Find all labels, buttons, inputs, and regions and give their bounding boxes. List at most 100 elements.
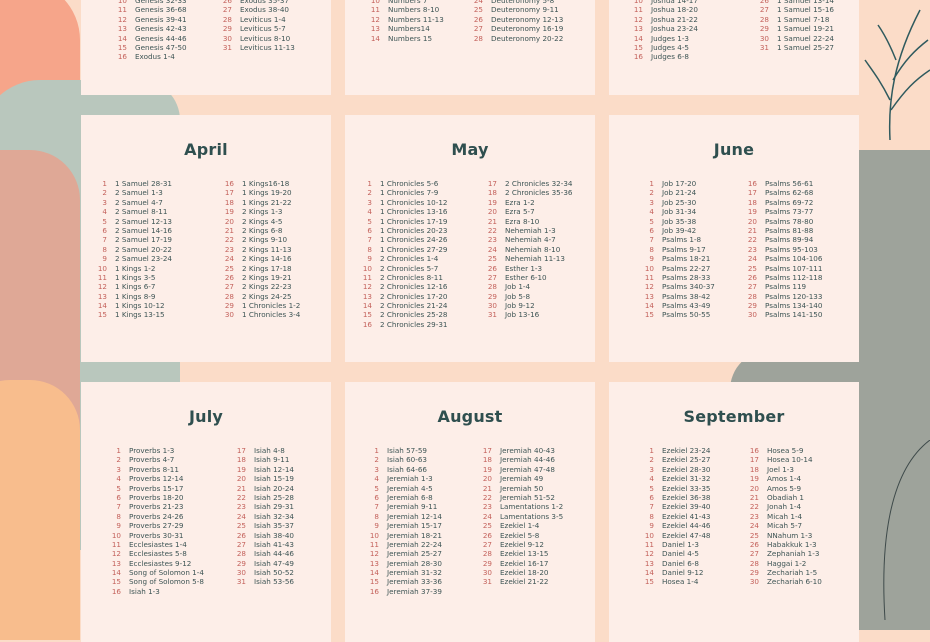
reading-entry: 28 Ezekiel 13-15	[483, 549, 563, 558]
day-number: 25	[482, 521, 492, 531]
reading-passage: Deuteronomy 9-11	[491, 5, 559, 15]
reading-passage: Psalms 9-17	[662, 244, 706, 254]
day-number: 20	[749, 483, 759, 493]
day-number: 29	[222, 24, 232, 34]
day-number: 15	[633, 42, 643, 52]
reading-entry: 10 1 Kings 1-2	[98, 264, 172, 273]
day-number: 10	[362, 263, 372, 273]
reading-passage: Genesis 44-46	[135, 33, 187, 43]
reading-passage: Isiah 53-56	[254, 577, 294, 587]
reading-entry: 28 Deuteronomy 20-22	[474, 34, 563, 43]
reading-passage: Jeremiah 12-14	[387, 511, 442, 521]
day-number: 30	[759, 33, 769, 43]
reading-passage: Amos 1-4	[767, 474, 802, 484]
reading-entry: 23 Lamentations 1-2	[483, 502, 563, 511]
day-number: 17	[224, 188, 234, 198]
day-number: 16	[117, 52, 127, 62]
day-number: 29	[747, 301, 757, 311]
reading-passage: 2 Chronicles 17-20	[380, 291, 448, 301]
reading-passage: Obadiah 1	[767, 492, 805, 502]
reading-column-left: 1 Ezekiel 23-24 2 Ezekiel 25-27 3 Ezekiel 28-…	[645, 446, 711, 587]
reading-entry: 27 Ezekiel 9-12	[483, 540, 563, 549]
reading-entry: 9 Ezekiel 44-46	[649, 521, 710, 530]
day-number: 24	[473, 0, 483, 5]
day-number: 5	[367, 216, 372, 226]
reading-entry: 24 Nehemiah 8-10	[488, 245, 572, 254]
day-number: 18	[482, 455, 492, 465]
leaf-branch-icon	[864, 9, 930, 141]
day-number: 30	[482, 568, 492, 578]
reading-entry: 16 Hosea 5-9	[750, 446, 822, 455]
reading-entry: 17 Isiah 4-8	[237, 446, 294, 455]
reading-passage: Jeremiah 40-43	[500, 446, 555, 455]
reading-passage: Ezekiel 23-24	[662, 446, 711, 455]
reading-entry: 21 Isiah 20-24	[237, 484, 294, 493]
day-number: 12	[369, 549, 379, 559]
reading-entry: 21 2 Kings 6-8	[225, 225, 300, 235]
day-number: 13	[97, 291, 107, 301]
day-number: 15	[369, 577, 379, 587]
day-number: 30	[222, 33, 232, 43]
reading-passage: Jeremiah 51-52	[500, 492, 555, 502]
reading-passage: Micah 5-7	[767, 521, 803, 531]
reading-passage: 2 Chronicles 29-31	[380, 319, 448, 329]
day-number: 28	[747, 291, 757, 301]
reading-entry: 14 Numbers 15	[371, 34, 444, 43]
reading-entry: 11 2 Chronicles 8-11	[363, 273, 447, 282]
reading-passage: Jeremiah 37-39	[387, 586, 442, 596]
day-number: 21	[236, 483, 246, 493]
reading-entry: 11 Numbers 8-10	[371, 5, 444, 14]
day-number: 6	[102, 225, 107, 235]
reading-entry: 29 Ezekiel 16-17	[483, 559, 563, 568]
day-number: 14	[111, 568, 121, 578]
reading-passage: Isiah 15-19	[254, 474, 294, 484]
reading-passage: Psalms 22-27	[662, 263, 711, 273]
reading-column-left: 1 Isiah 57-59 2 Isiah 60-63 3 Isiah 64-66 4 Jer…	[370, 446, 442, 596]
reading-entry: 13 2 Chronicles 17-20	[363, 291, 448, 301]
reading-passage: Isiah 64-66	[387, 464, 427, 474]
reading-passage: Isiah 12-14	[254, 464, 294, 474]
reading-entry: 10 Ezekiel 47-48	[645, 531, 711, 540]
reading-passage: Ezekiel 18-20	[500, 568, 549, 578]
reading-entry: 22 Psalms 89-94	[748, 235, 822, 245]
day-number: 1	[102, 179, 107, 188]
reading-passage: Jeremiah 15-17	[387, 521, 442, 531]
reading-entry: 1 1 Chronicles 5-6	[367, 179, 447, 188]
reading-entry: 19 Jeremiah 47-48	[483, 465, 563, 474]
reading-entry: 16 Isiah 1-3	[112, 587, 204, 596]
day-number: 12	[117, 14, 127, 24]
reading-passage: Lamentations 3-5	[500, 511, 564, 521]
reading-passage: 1 Chronicles 5-6	[380, 179, 439, 188]
day-number: 5	[116, 483, 121, 493]
reading-entry: 2 Job 21-24	[649, 188, 715, 197]
reading-passage: Proverbs 15-17	[129, 483, 184, 493]
reading-passage: 2 Kings 6-8	[242, 225, 283, 235]
reading-passage: Joshua 21-22	[651, 14, 698, 24]
reading-passage: 2 Samuel 14-16	[115, 225, 172, 235]
day-number: 8	[367, 244, 372, 254]
reading-passage: Jeremiah 1-3	[387, 474, 433, 484]
reading-entry: 18 Jeremiah 44-46	[483, 455, 563, 464]
reading-passage: Proverbs 27-29	[129, 521, 184, 531]
day-number: 14	[644, 568, 654, 578]
reading-entry: 16 1 Kings16-18	[225, 179, 300, 188]
day-number: 11	[369, 539, 379, 549]
day-number: 28	[482, 549, 492, 559]
reading-passage: 1 Kings16-18	[242, 179, 290, 188]
reading-passage: Leviticus 1-4	[240, 14, 286, 24]
day-number: 1	[649, 446, 654, 455]
reading-passage: Proverbs 8-11	[129, 464, 179, 474]
day-number: 17	[236, 446, 246, 455]
reading-entry: 30 Leviticus 8-10	[223, 34, 295, 43]
reading-passage: Jeremiah 4-5	[387, 483, 433, 493]
reading-passage: 1 Kings 21-22	[242, 197, 292, 207]
reading-passage: Habakkuk 1-3	[767, 539, 817, 549]
reading-column-left: 1 Job 17-20 2 Job 21-24 3 Job 25-30 4 Job 31-34…	[645, 179, 715, 320]
day-number: 23	[487, 235, 497, 245]
day-number: 18	[224, 197, 234, 207]
reading-entry: 4 Job 31-34	[649, 207, 715, 216]
reading-entry: 13 1 Kings 8-9	[98, 292, 172, 301]
reading-entry: 29 1 Samuel 19-21	[760, 24, 834, 33]
reading-passage: Psalms 89-94	[765, 235, 814, 245]
reading-entry: 27 2 Kings 22-23	[225, 282, 300, 291]
